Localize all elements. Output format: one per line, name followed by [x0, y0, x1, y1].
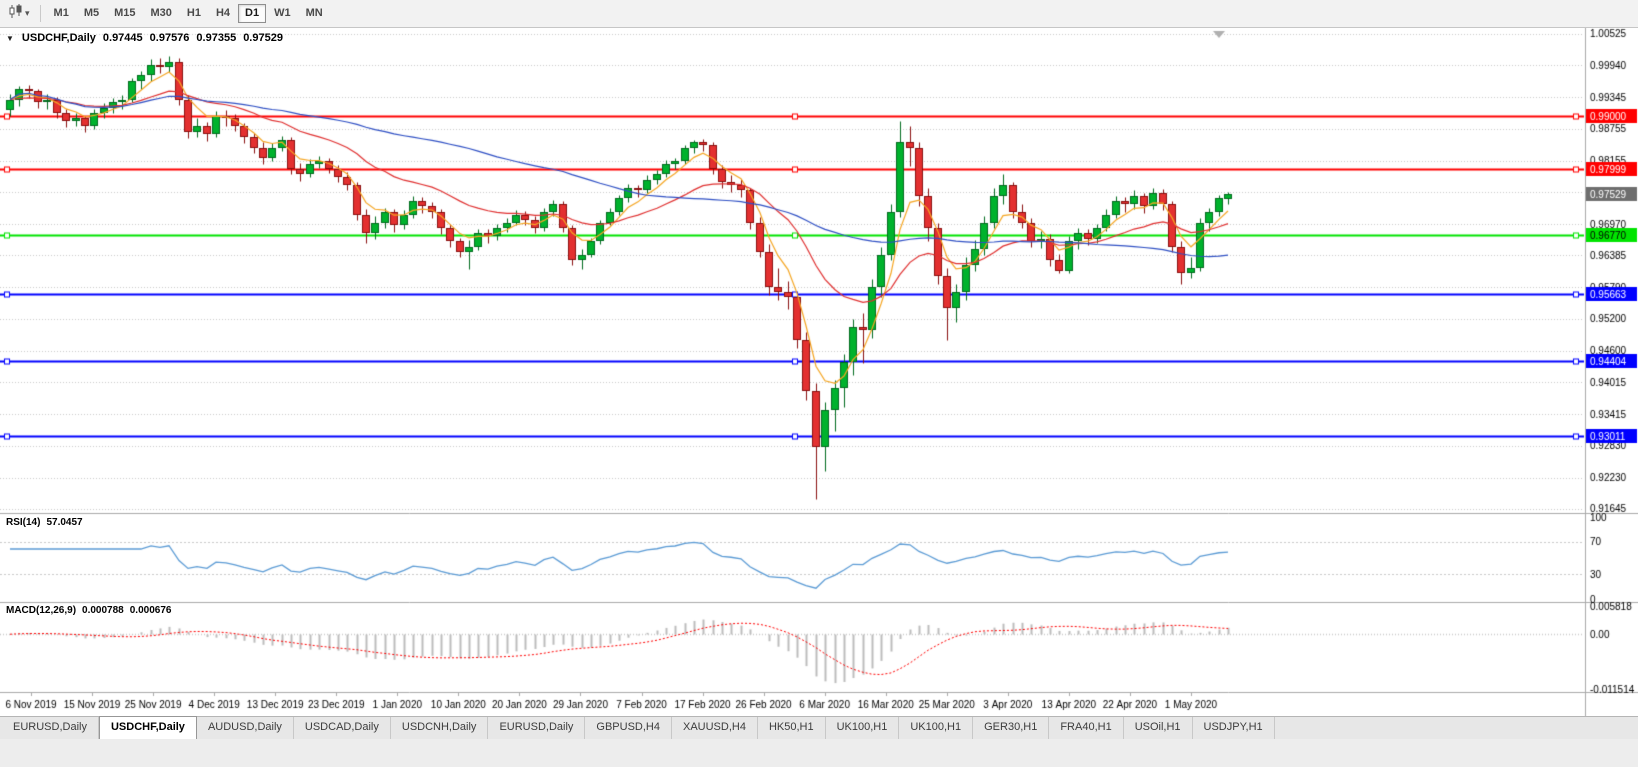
collapse-triangle-icon[interactable]: ▼ [6, 33, 14, 43]
tf-m5-button[interactable]: M5 [77, 4, 106, 23]
tf-mn-button[interactable]: MN [299, 4, 330, 23]
ohlc-close: 0.97529 [243, 32, 283, 44]
tab-eurusd-daily-1[interactable]: EURUSD,Daily [2, 717, 99, 739]
tab-hk50-h1[interactable]: HK50,H1 [757, 717, 826, 739]
tab-audusd-daily[interactable]: AUDUSD,Daily [196, 717, 294, 739]
tab-uk100-h1-1[interactable]: UK100,H1 [825, 717, 900, 739]
tab-usdjpy-h1[interactable]: USDJPY,H1 [1192, 717, 1275, 739]
tf-h1-button[interactable]: H1 [180, 4, 208, 23]
tab-uk100-h1-2[interactable]: UK100,H1 [899, 717, 974, 739]
tf-m1-button[interactable]: M1 [47, 4, 76, 23]
tf-w1-button[interactable]: W1 [267, 4, 298, 23]
tab-usdcnh-daily[interactable]: USDCNH,Daily [390, 717, 489, 739]
chart-type-button[interactable]: ▾ [4, 1, 34, 27]
tf-d1-button[interactable]: D1 [238, 4, 267, 23]
tab-xauusd-h4[interactable]: XAUUSD,H4 [671, 717, 758, 739]
chart-symbol-label: USDCHF,Daily [21, 32, 96, 44]
price-chart-canvas[interactable] [0, 28, 1638, 716]
chart-tabs-bar: EURUSD,Daily USDCHF,Daily AUDUSD,Daily U… [0, 716, 1638, 739]
tf-h4-button[interactable]: H4 [209, 4, 237, 23]
candlestick-chart-icon [8, 3, 23, 24]
chart-pane-header: ▼ USDCHF,Daily 0.97445 0.97576 0.97355 0… [6, 32, 283, 44]
tab-eurusd-daily-2[interactable]: EURUSD,Daily [488, 717, 586, 739]
chevron-down-icon: ▾ [25, 8, 30, 18]
tab-usdchf-daily[interactable]: USDCHF,Daily [98, 716, 197, 739]
ohlc-low: 0.97355 [196, 32, 237, 44]
tf-m15-button[interactable]: M15 [107, 4, 142, 23]
tab-ger30-h1[interactable]: GER30,H1 [973, 717, 1050, 739]
tf-m30-button[interactable]: M30 [144, 4, 179, 23]
chart-window: ▼ USDCHF,Daily 0.97445 0.97576 0.97355 0… [0, 28, 1638, 716]
tab-gbpusd-h4[interactable]: GBPUSD,H4 [585, 717, 672, 739]
ohlc-open: 0.97445 [102, 32, 143, 44]
tab-fra40-h1[interactable]: FRA40,H1 [1049, 717, 1124, 739]
toolbar-separator [39, 5, 41, 22]
bottom-filler [0, 739, 1638, 767]
tab-usoil-h1[interactable]: USOil,H1 [1123, 717, 1193, 739]
tab-usdcad-daily[interactable]: USDCAD,Daily [293, 717, 391, 739]
timeframe-toolbar: ▾ M1 M5 M15 M30 H1 H4 D1 W1 MN [0, 0, 1638, 28]
ohlc-high: 0.97576 [149, 32, 190, 44]
